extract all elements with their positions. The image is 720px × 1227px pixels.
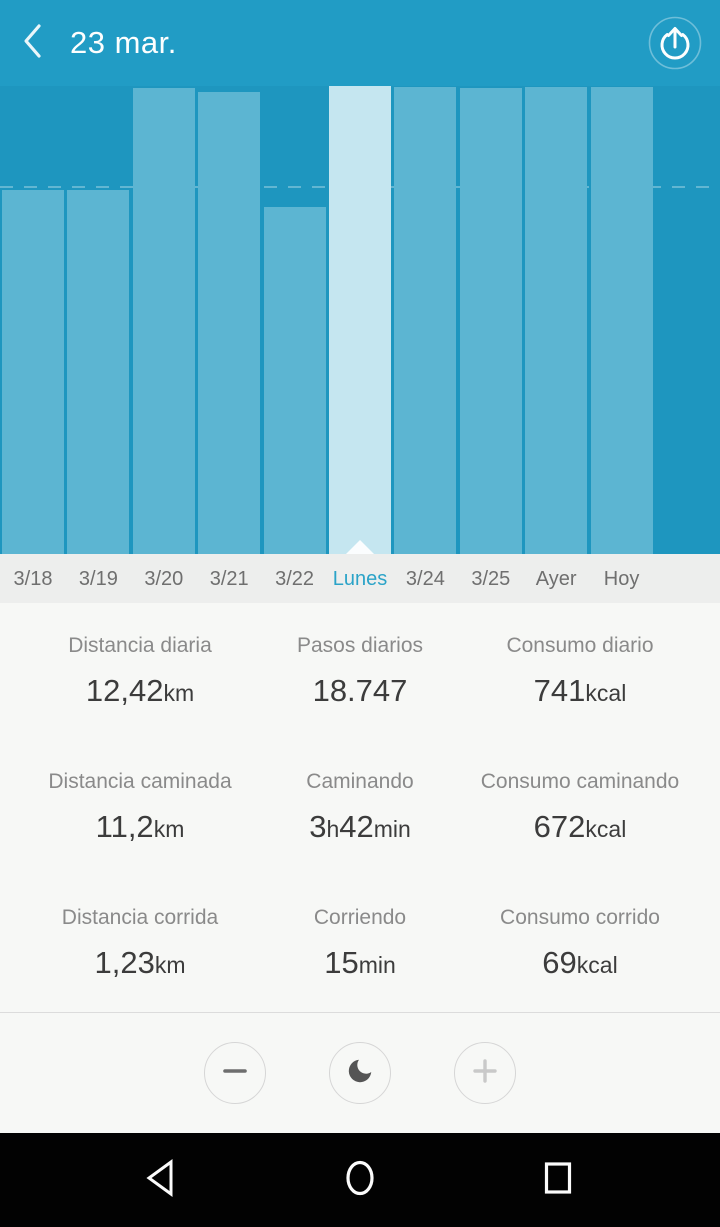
selected-bar-pointer-icon [346,540,374,554]
axis-label-3/21[interactable]: 3/21 [209,568,249,590]
axis-label-3/20[interactable]: 3/20 [144,568,184,590]
stat-cell: Corriendo 15min [280,906,440,981]
axis-label-3/19[interactable]: 3/19 [78,568,118,590]
stat-label: Consumo corrido [500,905,660,929]
chart-bar-Ayer[interactable] [525,87,588,554]
stat-cell: Distancia diaria 12,42km [0,634,280,709]
stats-grid: Distancia diaria 12,42km Pasos diarios 18.7… [0,603,720,1011]
stat-label: Distancia diaria [68,633,212,657]
steps-bar-chart [0,86,720,554]
chevron-left-icon [20,22,44,65]
minus-icon [220,1056,250,1091]
axis-label-3/22[interactable]: 3/22 [275,568,315,590]
stat-label: Corriendo [313,905,407,929]
moon-button[interactable] [329,1042,391,1104]
stat-value: 15min [324,944,396,980]
stat-value: 3h42min [309,808,411,844]
stat-cell: Pasos diarios 18.747 [280,634,440,709]
stat-row-1: Distancia diaria 12,42km Pasos diarios 18.7… [0,603,720,739]
stat-cell: Consumo diario 741kcal [440,634,720,709]
chart-bar-Lunes[interactable] [329,86,391,554]
stat-value: 672kcal [533,808,627,844]
stat-cell: Consumo corrido 69kcal [440,906,720,981]
axis-label-Lunes[interactable]: Lunes [332,568,388,590]
axis-label-3/25[interactable]: 3/25 [471,568,511,590]
stat-value: 1,23km [94,944,186,980]
stat-value: 741kcal [533,672,627,708]
chart-bar-3/25[interactable] [459,88,522,554]
stat-row-2: Distancia caminada 11,2km Caminando 3h42min… [0,739,720,875]
axis-label-3/18[interactable]: 3/18 [13,568,53,590]
stat-cell: Caminando 3h42min [280,770,440,845]
back-button[interactable] [0,0,64,86]
axis-label-3/24[interactable]: 3/24 [405,568,445,590]
android-back-button[interactable] [110,1133,210,1227]
minus-button[interactable] [204,1042,266,1104]
stat-label: Distancia caminada [48,769,232,793]
plus-button[interactable] [454,1042,516,1104]
share-upload-icon [648,16,702,74]
chart-bar-Hoy[interactable] [590,87,653,554]
android-recents-button[interactable] [508,1133,608,1227]
axis-label-Hoy[interactable]: Hoy [603,568,640,590]
share-button[interactable] [648,16,702,70]
android-navbar [0,1133,720,1227]
stat-label: Consumo caminando [480,769,680,793]
stat-value: 12,42km [85,672,195,708]
stat-label: Caminando [306,769,414,793]
chart-bar-3/21[interactable] [198,92,261,554]
stat-value: 69kcal [542,944,618,980]
stat-label: Pasos diarios [296,633,424,657]
android-home-button[interactable] [310,1133,410,1227]
app-bar: 23 mar. [0,0,720,86]
stat-label: Distancia corrida [61,905,219,929]
stat-row-3: Distancia corrida 1,23km Corriendo 15min Con… [0,875,720,1011]
plus-icon [470,1056,500,1091]
home-circle-icon [344,1158,376,1203]
stat-value: 18.747 [312,672,408,708]
page-title: 23 mar. [70,25,177,60]
chart-bar-3/22[interactable] [263,207,326,554]
stat-cell: Consumo caminando 672kcal [440,770,720,845]
stat-value: 11,2km [95,808,185,844]
chart-bar-3/18[interactable] [2,190,64,554]
axis-label-band: 3/18 3/19 3/20 3/21 3/22 Lunes 3/24 3/25 Ayer Hoy [0,554,720,603]
chart-bar-3/20[interactable] [132,88,195,554]
stat-cell: Distancia caminada 11,2km [0,770,280,845]
chart-bar-3/24[interactable] [394,87,457,554]
moon-icon [345,1056,375,1091]
recents-square-icon [542,1158,574,1203]
axis-label-Ayer[interactable]: Ayer [535,568,577,590]
stat-label: Consumo diario [506,633,654,657]
back-triangle-icon [144,1158,176,1203]
stat-cell: Distancia corrida 1,23km [0,906,280,981]
chart-bar-3/19[interactable] [67,190,130,554]
action-button-row [0,1012,720,1133]
